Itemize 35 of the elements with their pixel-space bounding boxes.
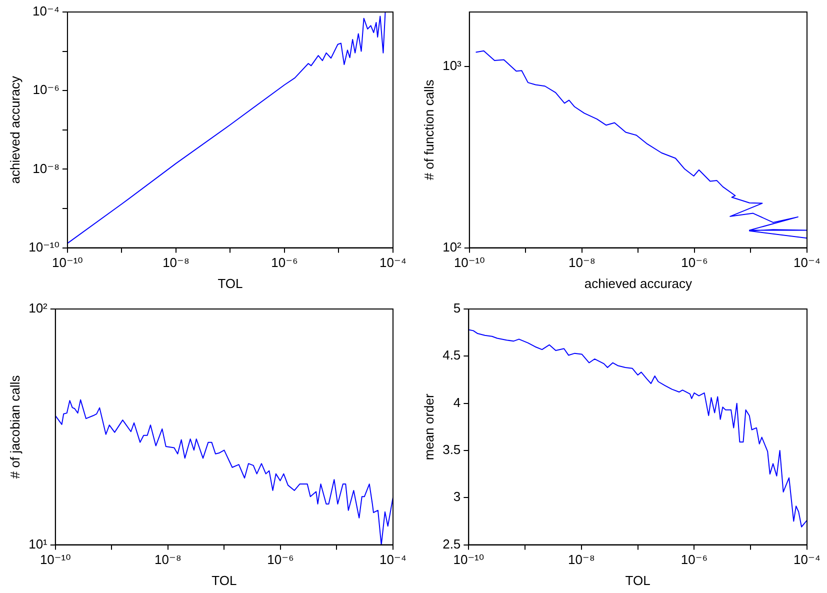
x-tick-label: 10⁻⁴ [794,255,820,270]
x-axis-title: achieved accuracy [584,276,693,291]
y-tick-label: 2.5 [442,536,461,552]
y-tick-label: 10² [442,239,462,254]
y-axis-title: # of jacobian calls [7,374,22,479]
y-tick-label: 10⁻¹⁰ [28,239,60,254]
y-axis-title: # of function calls [421,79,436,180]
y-tick-label: 5 [453,300,461,316]
y-tick-label: 4 [453,394,461,410]
y-tick-label: 10³ [442,58,462,74]
x-tick-label: 10⁻⁴ [380,552,406,568]
x-tick-label: 10⁻⁶ [267,552,294,568]
y-tick-label: 10⁻⁶ [32,82,60,98]
y-tick-label: 10¹ [28,536,48,552]
y-tick-label: 10⁻⁸ [32,160,60,176]
x-tick-label: 10⁻⁶ [271,255,298,270]
y-tick-label: 4.5 [442,348,461,363]
x-tick-label: 10⁻⁸ [154,552,182,568]
x-axis-title: TOL [218,276,243,291]
x-tick-label: 10⁻⁸ [568,552,595,568]
x-tick-label: 10⁻⁴ [380,255,406,270]
x-axis-title: TOL [625,572,650,588]
y-tick-label: 10² [28,300,48,316]
y-tick-label: 3 [453,489,461,504]
y-axis-title: achieved accuracy [7,76,22,184]
y-tick-label: 3.5 [442,442,461,458]
x-tick-label: 10⁻⁸ [568,255,596,270]
x-tick-label: 10⁻⁴ [794,552,820,568]
x-tick-label: 10⁻⁶ [680,552,708,568]
x-tick-label: 10⁻¹⁰ [52,255,83,270]
x-tick-label: 10⁻⁸ [162,255,190,270]
x-axis-title: TOL [212,572,237,588]
x-tick-label: 10⁻⁶ [681,255,708,270]
y-axis-title: mean order [421,392,436,460]
y-tick-label: 10⁻⁴ [32,4,60,19]
